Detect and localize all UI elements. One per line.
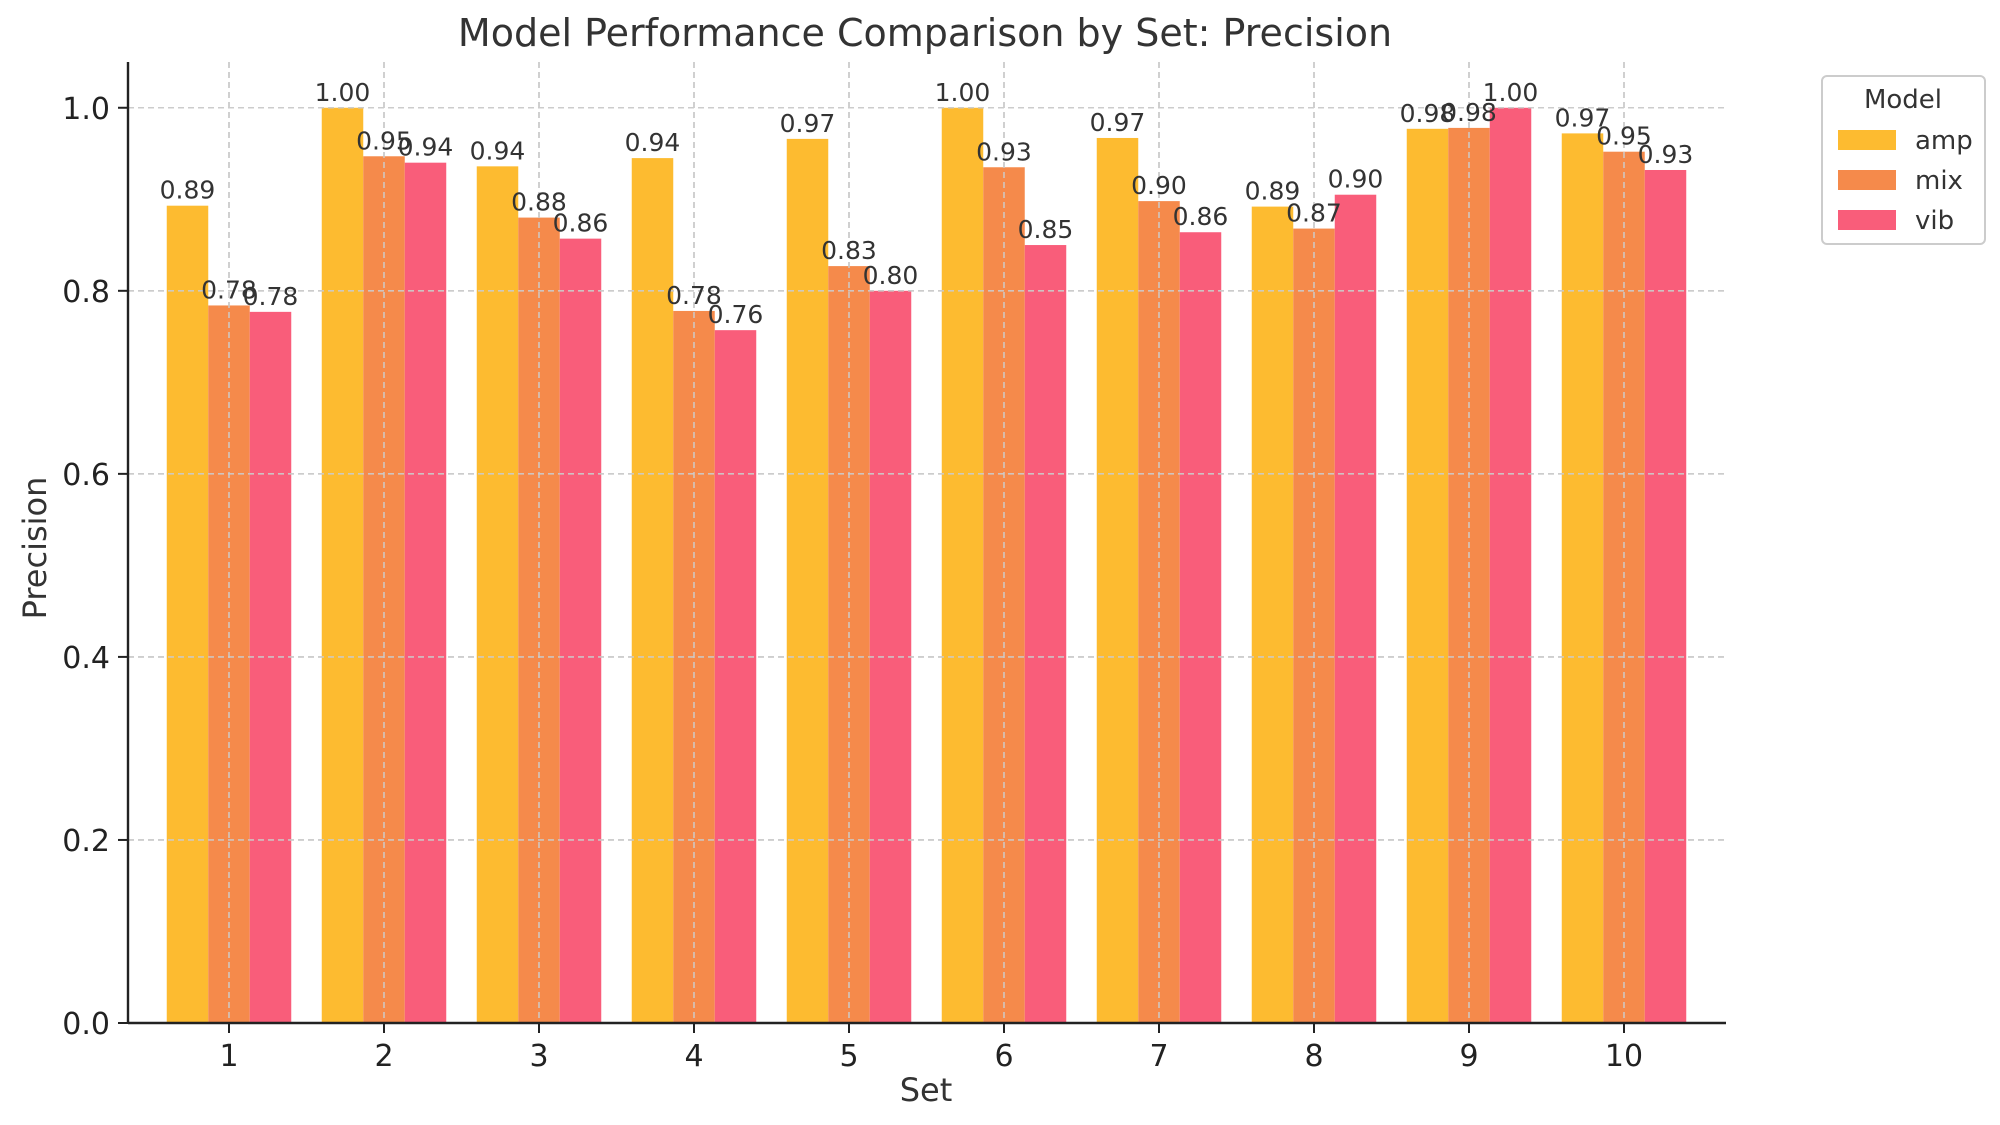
y-tick-label: 0.0: [62, 1007, 110, 1042]
bar-amp-2: [321, 107, 364, 1023]
bar-value-label: 1.00: [935, 78, 991, 107]
bar-amp-1: [166, 205, 209, 1023]
x-tick-label: 2: [374, 1039, 393, 1074]
bar-value-label: 0.98: [1400, 99, 1456, 128]
bars: [166, 107, 1687, 1024]
legend-swatch-mix: [1838, 170, 1896, 190]
bar-value-label: 0.94: [470, 136, 526, 165]
legend-label-mix: mix: [1915, 166, 1963, 196]
bar-amp-9: [1406, 128, 1449, 1023]
bar-value-label: 0.90: [1328, 165, 1384, 194]
legend-swatch-vib: [1838, 210, 1896, 230]
bar-vib-4: [714, 330, 757, 1023]
bar-value-label: 0.86: [553, 209, 609, 238]
bar-mix-3: [518, 217, 560, 1024]
bar-vib-2: [404, 162, 447, 1023]
bar-vib-1: [249, 311, 292, 1023]
bar-value-label: 0.86: [1173, 202, 1229, 231]
bar-amp-6: [941, 107, 984, 1023]
y-tick-label: 0.2: [62, 824, 110, 859]
bar-value-label: 0.94: [625, 128, 681, 157]
bar-value-label: 0.94: [398, 133, 454, 162]
bar-mix-2: [363, 156, 405, 1023]
bar-value-label: 0.97: [1555, 103, 1611, 132]
y-tick-label: 1.0: [62, 92, 110, 127]
x-tick-label: 6: [994, 1039, 1013, 1074]
bar-value-label: 0.78: [243, 282, 299, 311]
legend-label-amp: amp: [1915, 126, 1973, 156]
legend-frame: [1821, 75, 1986, 245]
bar-vib-6: [1024, 245, 1067, 1024]
bar-value-label: 0.89: [160, 176, 216, 205]
y-axis-label: Precision: [16, 477, 54, 620]
x-axis-label: Set: [900, 1071, 953, 1109]
x-tick-label: 3: [529, 1039, 548, 1074]
bar-value-label: 0.83: [821, 236, 877, 265]
x-tick-label: 9: [1459, 1039, 1478, 1074]
bar-value-label: 0.90: [1131, 171, 1187, 200]
x-tick-label: 10: [1605, 1039, 1643, 1074]
bar-value-label: 0.98: [1441, 98, 1497, 127]
bar-value-label: 0.87: [1286, 199, 1342, 228]
bar-value-label: 1.00: [315, 78, 371, 107]
legend-swatch-amp: [1838, 130, 1896, 150]
legend-items: amp mix vib: [1838, 126, 1973, 236]
y-tick-label: 0.6: [62, 458, 110, 493]
bar-value-label: 0.93: [976, 137, 1032, 166]
x-tick-label: 4: [684, 1039, 703, 1074]
bar-amp-5: [786, 138, 829, 1023]
bar-value-label: 0.88: [511, 188, 567, 217]
bar-value-label: 0.78: [201, 275, 257, 304]
bar-value-label: 0.95: [1596, 122, 1652, 151]
bar-vib-9: [1489, 107, 1532, 1023]
chart-title: Model Performance Comparison by Set: Pre…: [458, 11, 1392, 55]
bar-value-label: 0.80: [863, 261, 919, 290]
x-tick-label: 7: [1149, 1039, 1168, 1074]
bar-amp-7: [1096, 137, 1139, 1023]
legend: Model amp mix vib: [1821, 75, 1986, 245]
x-tick-label: 8: [1304, 1039, 1323, 1074]
x-tick-label: 5: [839, 1039, 858, 1074]
bar-amp-10: [1561, 133, 1604, 1024]
bar-value-label: 1.00: [1483, 78, 1539, 107]
bar-amp-8: [1251, 206, 1294, 1024]
bar-amp-4: [631, 158, 674, 1024]
bar-vib-10: [1644, 169, 1687, 1023]
axes: 0.0 0.2 0.4 0.6 0.8 1.0 1 2 3 4 5 6 7 8 9 10: [62, 62, 1726, 1074]
bar-value-label: 0.89: [1245, 177, 1301, 206]
bar-value-label: 0.95: [356, 126, 412, 155]
bar-value-label: 0.93: [1638, 140, 1694, 169]
bar-value-label: 0.78: [666, 281, 722, 310]
bar-vib-8: [1334, 194, 1377, 1023]
bar-amp-3: [476, 166, 519, 1023]
x-tick-label: 1: [219, 1039, 238, 1074]
bar-value-label: 0.76: [708, 300, 764, 329]
bar-vib-7: [1179, 232, 1222, 1024]
bar-vib-3: [559, 238, 602, 1024]
legend-title: Model: [1864, 85, 1942, 115]
bar-value-labels: 0.89 1.00 0.94 0.94 0.97 1.00 0.97 0.89 0.98 0.97…: [160, 78, 1694, 329]
legend-label-vib: vib: [1915, 206, 1954, 236]
bar-value-label: 0.97: [1090, 108, 1146, 137]
y-tick-label: 0.8: [62, 275, 110, 310]
y-tick-label: 0.4: [62, 641, 110, 676]
bar-value-label: 0.97: [780, 109, 836, 138]
bar-value-label: 0.85: [1018, 215, 1074, 244]
